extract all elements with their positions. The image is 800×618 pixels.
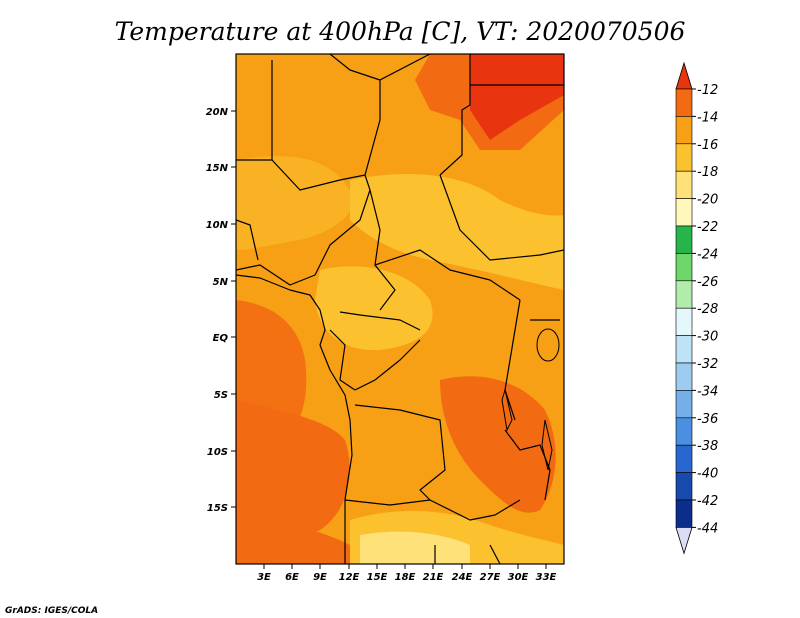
field-patch-ne-12 <box>470 54 564 140</box>
colorbar: -12 -14 -16 -18 -20 -22 -24 -26 -28 -30 -32 -34 -36 -… <box>675 61 718 555</box>
lon-tick-label: 15E <box>367 572 388 583</box>
colorbar-label: -14 <box>697 110 718 125</box>
colorbar-swatch <box>675 335 693 364</box>
lakes <box>501 328 560 471</box>
border-malawi-mozambique <box>504 429 551 501</box>
lon-tick-label: 24E <box>452 572 473 583</box>
border-zambia-zimbabwe <box>429 499 521 521</box>
colorbar-swatch <box>675 280 693 309</box>
colorbar-swatch <box>675 253 693 282</box>
field-patch-east-14 <box>440 376 556 513</box>
map-frame <box>235 53 565 565</box>
colorbar-swatch <box>675 88 693 117</box>
lon-tick-label: 21E <box>423 572 444 583</box>
colorbar-swatch <box>675 170 693 199</box>
lat-tick-label: 10N <box>206 220 229 231</box>
lat-tick-label: 5S <box>214 390 228 401</box>
colorbar-label: -36 <box>697 412 718 427</box>
border-nigeria-cameroon <box>236 189 371 286</box>
border-angola-namibia <box>344 499 431 506</box>
border-drc-congo <box>354 339 421 391</box>
lat-tick-label: 5N <box>213 277 229 288</box>
colorbar-swatch <box>675 417 693 446</box>
colorbar-label: -16 <box>697 138 718 153</box>
lat-tick-label: 15N <box>206 163 229 174</box>
colorbar-swatch <box>675 472 693 501</box>
lake-victoria <box>536 328 560 362</box>
colorbar-label: -28 <box>697 302 718 317</box>
border-angola-drc <box>354 404 446 501</box>
lon-tick-label: 27E <box>480 572 501 583</box>
colorbar-top-triangle <box>675 61 693 90</box>
field-patch-south-20 <box>360 531 470 564</box>
border-car-east <box>374 249 521 301</box>
lon-tick-label: 12E <box>339 572 360 583</box>
lake-tanganyika <box>501 388 513 432</box>
lon-tick-label: 9E <box>313 572 327 583</box>
temperature-field <box>236 54 564 564</box>
lat-tick-label: 20N <box>206 107 229 118</box>
field-patch-nw <box>236 54 430 150</box>
longitude-ticks: 3E 6E 9E 12E 15E 18E 21E 24E 27E 30E 33E <box>257 564 557 583</box>
lon-tick-label: 3E <box>257 572 271 583</box>
figure-title: Temperature at 400hPa [C], VT: 202007050… <box>115 17 686 46</box>
coastline-west <box>236 274 353 501</box>
border-zimbabwe-south <box>489 544 501 564</box>
colorbar-bottom-triangle <box>675 527 693 555</box>
colorbar-label: -18 <box>697 165 718 180</box>
colorbar-swatch <box>675 499 693 528</box>
country-borders <box>236 54 564 564</box>
lat-tick-label: EQ <box>213 333 229 344</box>
field-patch-sw-14 <box>236 400 350 545</box>
field-patch-congo-18 <box>315 266 433 351</box>
border-libya-south <box>379 54 431 81</box>
border-drc-east <box>504 299 521 421</box>
colorbar-swatch <box>675 362 693 391</box>
lake-malawi <box>541 419 553 471</box>
border-egypt-sudan <box>439 54 471 176</box>
colorbar-swatch <box>675 143 693 172</box>
field-patch-sahel <box>236 156 353 250</box>
border-congo-north <box>339 311 421 331</box>
colorbar-swatch <box>675 225 693 254</box>
colorbar-label: -24 <box>697 247 718 262</box>
colorbar-swatch <box>675 198 693 227</box>
lon-tick-label: 30E <box>508 572 529 583</box>
colorbar-label: -42 <box>697 494 718 509</box>
field-patch-south-14 <box>236 520 350 564</box>
border-benin-togo <box>236 219 259 261</box>
colorbar-label: -26 <box>697 275 718 290</box>
colorbar-swatch <box>675 444 693 473</box>
border-gabon-congo <box>329 329 356 391</box>
colorbar-label: -34 <box>697 384 718 399</box>
colorbar-label: -12 <box>697 83 718 98</box>
lon-tick-label: 6E <box>285 572 299 583</box>
colorbar-label: -30 <box>697 330 718 345</box>
colorbar-label: -44 <box>697 521 718 536</box>
lat-tick-label: 10S <box>207 447 228 458</box>
colorbar-label: -20 <box>697 193 718 208</box>
lon-tick-label: 18E <box>395 572 416 583</box>
lon-tick-label: 33E <box>536 572 557 583</box>
latitude-ticks: 20N 15N 10N 5N EQ 5S 10S 15S <box>206 107 236 514</box>
border-sudan-south <box>439 174 564 261</box>
colorbar-label: -38 <box>697 439 718 454</box>
colorbar-label: -22 <box>697 220 718 235</box>
lat-tick-label: 15S <box>207 503 228 514</box>
colorbar-swatch <box>675 307 693 336</box>
colorbar-swatch <box>675 390 693 419</box>
grads-credit: GrADS: IGES/COLA <box>5 606 98 616</box>
field-patch-central-18 <box>350 174 564 290</box>
border-niger-south <box>271 159 371 191</box>
colorbar-label: -40 <box>697 467 718 482</box>
colorbar-swatch <box>675 116 693 145</box>
colorbar-label: -32 <box>697 357 718 372</box>
